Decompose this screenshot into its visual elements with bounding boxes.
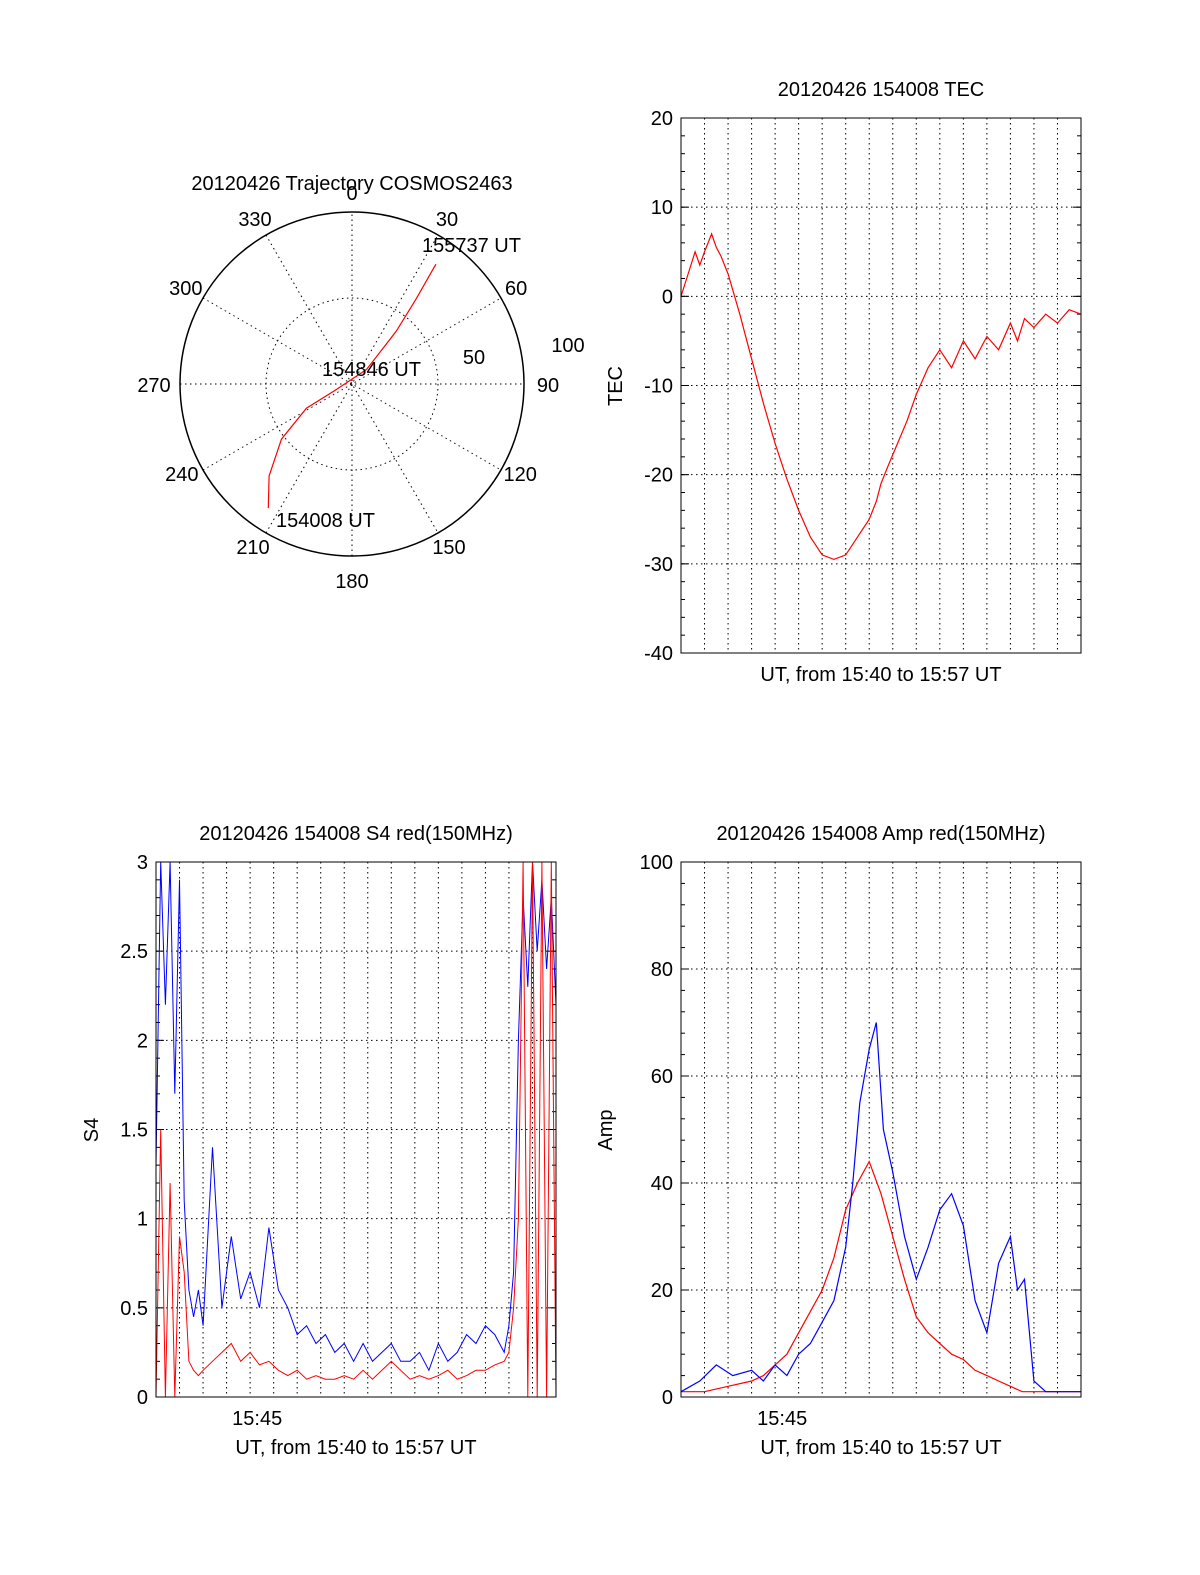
polar-angle-label: 60	[505, 278, 527, 300]
polar-angle-label: 180	[335, 571, 368, 593]
s4-series-red	[155, 861, 557, 1398]
tec-panel: 20120426 154008 TEC 20 10 0 -10 -20 -30 -40 UT…	[605, 79, 1082, 686]
polar-angle-label: 150	[432, 537, 465, 559]
tec-grid	[681, 117, 1081, 654]
polar-angle-label: 120	[503, 464, 536, 486]
x-tick-label: 15:45	[757, 1408, 807, 1430]
y-tick-label: 2	[137, 1030, 148, 1052]
amp-grid	[681, 861, 1081, 1398]
polar-angle-label: 210	[236, 537, 269, 559]
polar-angle-label: 240	[165, 464, 198, 486]
amp-panel: 20120426 154008 Amp red(150MHz) 100 80 60 4…	[595, 823, 1082, 1459]
polar-outer-circle	[179, 211, 525, 557]
polar-annotation-mid: 154846 UT	[322, 359, 421, 381]
s4-frame	[155, 861, 557, 1398]
s4-tick-labels: 3 2.5 2 1.5 1 0.5 0 15:45	[120, 852, 282, 1430]
y-tick-label: 80	[651, 959, 673, 981]
tec-series-line	[680, 232, 1082, 561]
amp-series-red	[681, 1160, 1081, 1393]
polar-annotation-end: 155737 UT	[422, 235, 521, 257]
tec-tick-labels: 20 10 0 -10 -20 -30 -40	[644, 108, 673, 665]
polar-angle-label: 300	[169, 278, 202, 300]
y-tick-label: 20	[651, 1280, 673, 1302]
tec-title: 20120426 154008 TEC	[778, 79, 984, 101]
y-tick-label: 3	[137, 852, 148, 874]
polar-angle-label: 90	[537, 375, 559, 397]
polar-trajectory	[267, 263, 437, 509]
y-tick-label: 0.5	[120, 1298, 148, 1320]
s4-panel: 20120426 154008 S4 red(150MHz) 3 2.5 2 1.5 1…	[81, 823, 557, 1459]
y-tick-label: -30	[644, 554, 673, 576]
y-tick-label: 1.5	[120, 1120, 148, 1142]
s4-title: 20120426 154008 S4 red(150MHz)	[199, 823, 513, 845]
y-tick-label: -10	[644, 376, 673, 398]
y-tick-label: -20	[644, 465, 673, 487]
y-tick-label: 100	[640, 852, 673, 874]
y-tick-label: 60	[651, 1066, 673, 1088]
amp-ylabel: Amp	[595, 1109, 617, 1150]
tec-xlabel: UT, from 15:40 to 15:57 UT	[760, 664, 1001, 686]
tec-frame	[680, 117, 1082, 654]
polar-radial-label: 50	[463, 347, 485, 369]
s4-ylabel: S4	[81, 1118, 103, 1142]
y-tick-label: 0	[662, 1387, 673, 1409]
y-tick-label: 40	[651, 1173, 673, 1195]
polar-angle-label: 0	[346, 183, 357, 205]
polar-angle-label: 270	[137, 375, 170, 397]
polar-angle-label: 330	[238, 209, 271, 231]
polar-panel: 20120426 Trajectory COSMOS2463 0 30 60 90 12…	[137, 173, 584, 593]
s4-series-blue	[155, 861, 557, 1372]
polar-ring	[265, 297, 439, 471]
x-tick-label: 15:45	[232, 1408, 282, 1430]
polar-annotation-start: 154008 UT	[276, 510, 375, 532]
amp-frame	[680, 861, 1082, 1398]
amp-series-blue	[680, 1022, 1081, 1393]
y-tick-label: 2.5	[120, 941, 148, 963]
tec-ylabel: TEC	[605, 366, 627, 406]
y-tick-label: 1	[137, 1209, 148, 1231]
amp-tick-labels: 100 80 60 40 20 0 15:45	[640, 852, 808, 1430]
polar-radial-label: 100	[551, 335, 584, 357]
polar-spokes	[180, 212, 524, 556]
s4-xlabel: UT, from 15:40 to 15:57 UT	[235, 1437, 476, 1459]
polar-title: 20120426 Trajectory COSMOS2463	[191, 173, 512, 195]
polar-angle-label: 30	[436, 209, 458, 231]
amp-xlabel: UT, from 15:40 to 15:57 UT	[760, 1437, 1001, 1459]
y-tick-label: -40	[644, 643, 673, 665]
amp-title: 20120426 154008 Amp red(150MHz)	[716, 823, 1045, 845]
y-tick-label: 0	[137, 1387, 148, 1409]
y-tick-label: 10	[651, 197, 673, 219]
y-tick-label: 20	[651, 108, 673, 130]
s4-grid	[156, 861, 556, 1398]
polar-angle-labels: 0 30 60 90 120 150 180 210 240 270 300 330	[137, 183, 559, 593]
y-tick-label: 0	[662, 286, 673, 308]
